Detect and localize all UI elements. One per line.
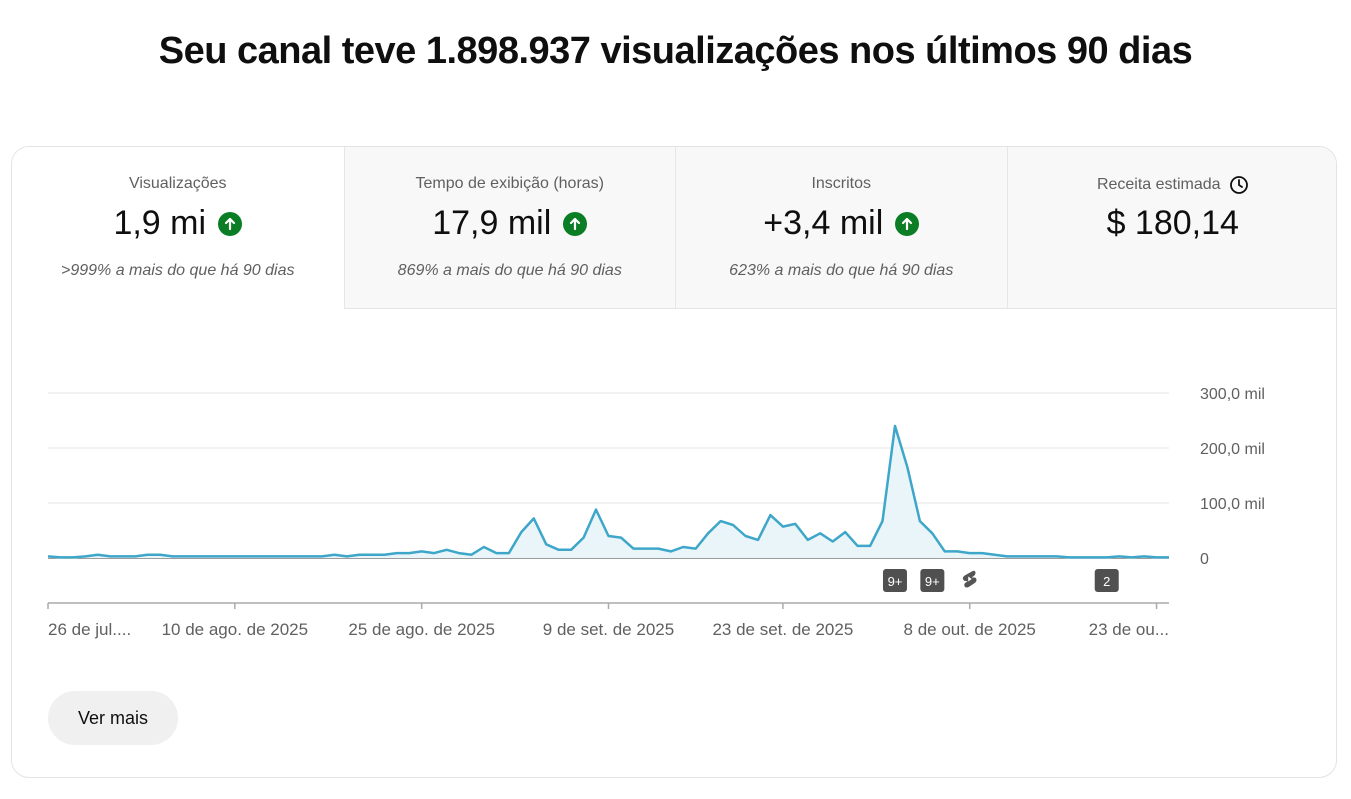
upload-marker-label: 9+ bbox=[888, 574, 903, 589]
x-tick-label: 9 de set. de 2025 bbox=[543, 620, 674, 639]
tab-subscribers-value: +3,4 mil bbox=[763, 204, 884, 242]
tab-watch-time-note: 869% a mais do que há 90 dias bbox=[397, 262, 622, 279]
tab-revenue[interactable]: Receita estimada $ 180,14 bbox=[1006, 147, 1336, 309]
tab-subscribers-label: Inscritos bbox=[811, 175, 872, 192]
upload-marker-label: 2 bbox=[1103, 574, 1110, 589]
upload-marker bbox=[920, 569, 945, 592]
page-title: Seu canal teve 1.898.937 visualizações n… bbox=[158, 30, 1193, 72]
clock-icon bbox=[1229, 175, 1249, 195]
tab-views-note: >999% a mais do que há 90 dias bbox=[61, 262, 295, 279]
views-line bbox=[47, 424, 1169, 559]
y-tick-label: 200,0 mil bbox=[1200, 441, 1265, 458]
shorts-icon[interactable] bbox=[962, 570, 977, 588]
views-area bbox=[48, 426, 1169, 558]
tab-watch-time-value: 17,9 mil bbox=[432, 204, 552, 242]
tab-revenue-label: Receita estimada bbox=[1096, 176, 1221, 193]
tab-watch-time-label: Tempo de exibição (horas) bbox=[415, 175, 605, 192]
x-tick-label: 23 de ou... bbox=[1089, 620, 1169, 639]
y-tick-label: 300,0 mil bbox=[1200, 386, 1265, 403]
y-tick-label: 100,0 mil bbox=[1200, 496, 1265, 513]
x-tick-label: 10 de ago. de 2025 bbox=[162, 620, 309, 639]
x-tick-label: 8 de out. de 2025 bbox=[904, 620, 1036, 639]
tab-subscribers[interactable]: Inscritos +3,4 mil 623% a mais do que há… bbox=[675, 147, 1007, 309]
upload-marker bbox=[882, 569, 907, 592]
up-arrow-icon bbox=[218, 211, 243, 236]
upload-marker bbox=[1094, 569, 1119, 592]
tab-views-value: 1,9 mi bbox=[113, 204, 207, 242]
tab-views-label: Visualizações bbox=[128, 175, 227, 192]
metric-tabs: Visualizações 1,9 mi >999% a mais do que… bbox=[12, 147, 1336, 309]
x-tick-label: 25 de ago. de 2025 bbox=[348, 620, 495, 639]
tab-revenue-value: $ 180,14 bbox=[1106, 204, 1239, 242]
tab-subscribers-note: 623% a mais do que há 90 dias bbox=[729, 262, 954, 279]
see-more-button[interactable]: Ver mais bbox=[48, 691, 178, 745]
up-arrow-icon bbox=[895, 211, 920, 236]
x-tick-label: 26 de jul.... bbox=[48, 620, 131, 639]
x-tick-label: 23 de set. de 2025 bbox=[712, 620, 853, 639]
upload-marker-label: 9+ bbox=[925, 574, 940, 589]
y-tick-label: 0 bbox=[1200, 551, 1209, 568]
up-arrow-icon bbox=[563, 211, 588, 236]
tab-watch-time[interactable]: Tempo de exibição (horas) 17,9 mil 869% … bbox=[343, 147, 675, 309]
views-chart: 0 100,0 mil 200,0 mil 300,0 mil 26 de jul...… bbox=[47, 386, 1265, 639]
tab-views[interactable]: Visualizações 1,9 mi >999% a mais do que… bbox=[12, 147, 344, 309]
overview-card: Visualizações 1,9 mi >999% a mais do que… bbox=[11, 146, 1337, 778]
